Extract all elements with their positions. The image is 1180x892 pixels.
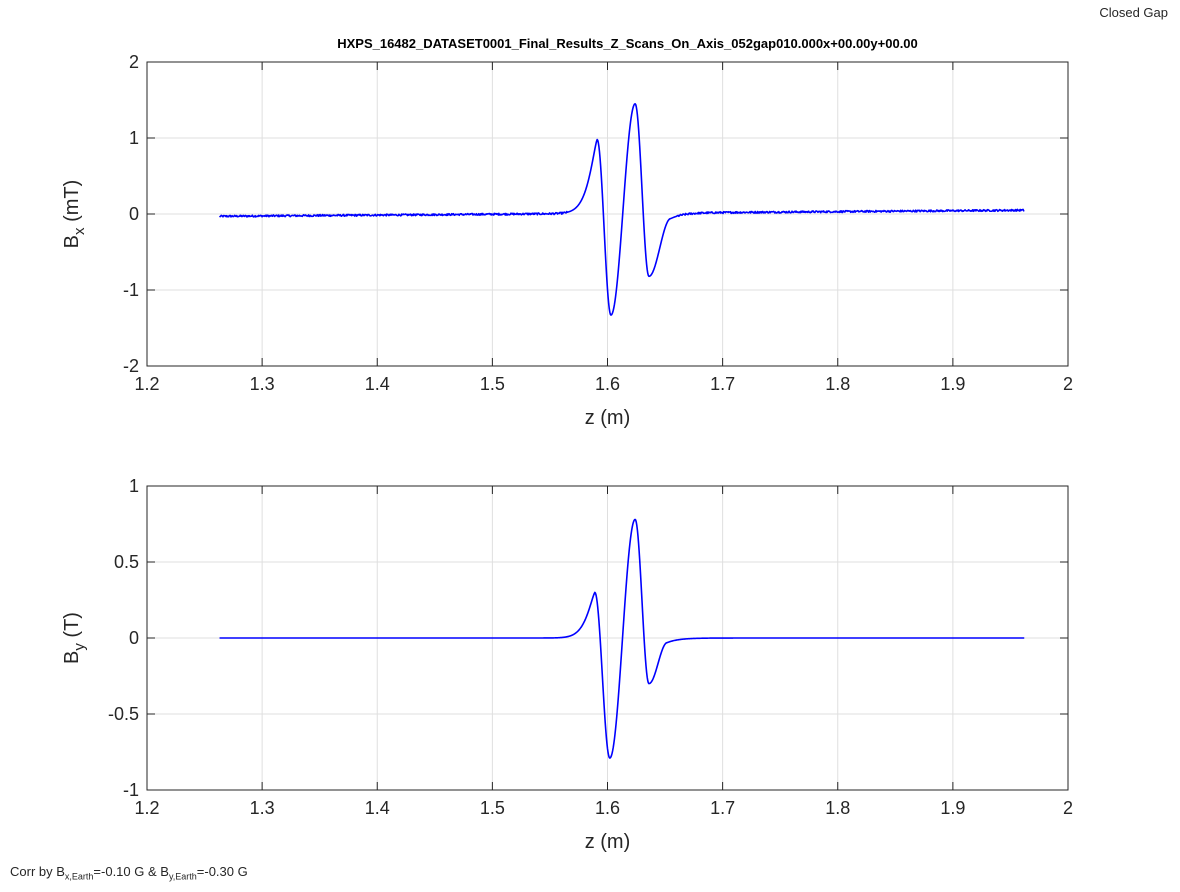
panel1-x-axis-label: z (m) bbox=[585, 407, 631, 429]
panel1-y-tick-label-4: 2 bbox=[129, 52, 139, 72]
panel2-x-tick-label-0: 1.2 bbox=[134, 798, 159, 818]
panel2-x-tick-label-1: 1.3 bbox=[250, 798, 275, 818]
panel2-x-tick-label-4: 1.6 bbox=[595, 798, 620, 818]
panel1-y-tick-label-2: 0 bbox=[129, 204, 139, 224]
panel1-y-axis-label-unit: (mT) bbox=[61, 180, 83, 228]
corr-by-subscript: y,Earth bbox=[168, 871, 197, 882]
panel1-x-tick-label-1: 1.3 bbox=[250, 374, 275, 394]
panel1-x-tick-label-2: 1.4 bbox=[365, 374, 390, 394]
panel2-y-tick-label-0: -1 bbox=[123, 780, 139, 800]
panel2-x-tick-label-7: 1.9 bbox=[940, 798, 965, 818]
panel2-y-tick-label-1: -0.5 bbox=[108, 704, 139, 724]
panel2-y-tick-label-4: 1 bbox=[129, 476, 139, 496]
panel1-y-axis-label-subscript: x bbox=[71, 227, 88, 235]
panel1-series-line bbox=[218, 103, 1025, 316]
closed-gap-label: Closed Gap bbox=[1099, 5, 1168, 20]
panel1-x-tick-label-3: 1.5 bbox=[480, 374, 505, 394]
panel2-x-tick-label-8: 2 bbox=[1063, 798, 1073, 818]
panel2-y-tick-label-3: 0.5 bbox=[114, 552, 139, 572]
panel2-y-axis-label: By (T) bbox=[61, 612, 88, 664]
panel1-y-tick-label-0: -2 bbox=[123, 356, 139, 376]
corr-by-value: =-0.30 G bbox=[196, 864, 248, 879]
panel2-x-tick-label-3: 1.5 bbox=[480, 798, 505, 818]
panel1-y-axis-label: Bx (mT) bbox=[61, 180, 88, 249]
panel2-x-tick-label-5: 1.7 bbox=[710, 798, 735, 818]
panel1-x-tick-label-6: 1.8 bbox=[825, 374, 850, 394]
panel2-x-axis-label: z (m) bbox=[585, 831, 631, 853]
panel1-x-tick-label-7: 1.9 bbox=[940, 374, 965, 394]
corr-prefix: Corr by B bbox=[10, 864, 65, 879]
panel1-title: HXPS_16482_DATASET0001_Final_Results_Z_S… bbox=[337, 36, 918, 51]
panel1-x-tick-label-5: 1.7 bbox=[710, 374, 735, 394]
panel1-x-tick-label-0: 1.2 bbox=[134, 374, 159, 394]
panel1-y-axis-label-symbol: B bbox=[61, 235, 83, 248]
panel1-x-tick-label-4: 1.6 bbox=[595, 374, 620, 394]
corr-bx-subscript: x,Earth bbox=[64, 871, 94, 882]
panel1-y-tick-label-3: 1 bbox=[129, 128, 139, 148]
panel2-x-tick-label-6: 1.8 bbox=[825, 798, 850, 818]
panel2-y-tick-label-2: 0 bbox=[129, 628, 139, 648]
earth-field-correction-note: Corr by Bx,Earth=-0.10 G & By,Earth=-0.3… bbox=[10, 864, 248, 882]
panel2-y-axis-label-symbol: B bbox=[61, 651, 83, 664]
panel1-y-tick-label-1: -1 bbox=[123, 280, 139, 300]
panel2-series-line bbox=[219, 518, 1025, 759]
panel2-x-tick-label-2: 1.4 bbox=[365, 798, 390, 818]
panel1-x-tick-label-8: 2 bbox=[1063, 374, 1073, 394]
panel2-y-axis-label-subscript: y bbox=[71, 643, 88, 651]
corr-bx-value: =-0.10 G & B bbox=[93, 864, 169, 879]
panel2-y-axis-label-unit: (T) bbox=[61, 612, 83, 643]
